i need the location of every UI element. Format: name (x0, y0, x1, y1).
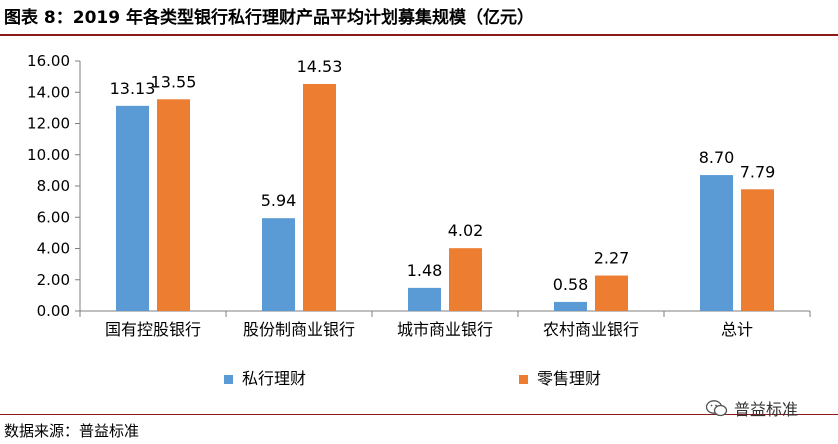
x-category-label: 股份制商业银行 (243, 320, 355, 339)
legend-swatch (519, 375, 528, 384)
title-divider (0, 34, 838, 36)
x-category-label: 总计 (721, 320, 753, 339)
bar-private-banking (554, 301, 587, 311)
y-tick-label: 0.00 (37, 302, 70, 320)
y-tick-label: 6.00 (37, 208, 70, 226)
watermark: 普益标准 (706, 396, 798, 420)
bar-retail (157, 99, 190, 311)
data-label: 13.13 (110, 79, 156, 98)
watermark-text: 普益标准 (734, 400, 799, 419)
bar-private-banking (700, 175, 733, 311)
y-tick-label: 16.00 (27, 52, 70, 70)
source-divider (0, 414, 838, 415)
x-category-label: 城市商业银行 (397, 320, 493, 339)
data-label: 1.48 (407, 261, 443, 280)
legend-label: 私行理财 (242, 369, 306, 388)
y-tick-label: 14.00 (27, 83, 70, 101)
wechat-icon (706, 400, 728, 417)
bar-retail (303, 83, 336, 311)
bar-retail (741, 189, 774, 311)
y-tick-label: 2.00 (37, 271, 70, 289)
data-label: 0.58 (553, 275, 589, 294)
y-tick-label: 8.00 (37, 177, 70, 195)
y-tick-label: 12.00 (27, 115, 70, 133)
data-label: 4.02 (448, 221, 484, 240)
data-label: 7.79 (740, 162, 776, 181)
bar-private-banking (408, 287, 441, 311)
legend-label: 零售理财 (537, 369, 601, 388)
legend-swatch (224, 375, 233, 384)
x-category-label: 农村商业银行 (543, 320, 639, 339)
bar-retail (449, 248, 482, 311)
bar-private-banking (116, 105, 149, 311)
data-source: 数据来源：普益标准 (4, 422, 140, 440)
bar-retail (595, 275, 628, 311)
data-label: 5.94 (261, 191, 297, 210)
data-label: 2.27 (594, 249, 630, 268)
chart-title: 图表 8：2019 年各类型银行私行理财产品平均计划募集规模（亿元） (4, 8, 534, 28)
data-label: 8.70 (699, 148, 735, 167)
bar-private-banking (262, 218, 295, 311)
y-tick-label: 10.00 (27, 146, 70, 164)
data-label: 14.53 (297, 57, 343, 76)
y-tick-label: 4.00 (37, 240, 70, 258)
x-category-label: 国有控股银行 (105, 320, 201, 339)
data-label: 13.55 (151, 72, 197, 91)
